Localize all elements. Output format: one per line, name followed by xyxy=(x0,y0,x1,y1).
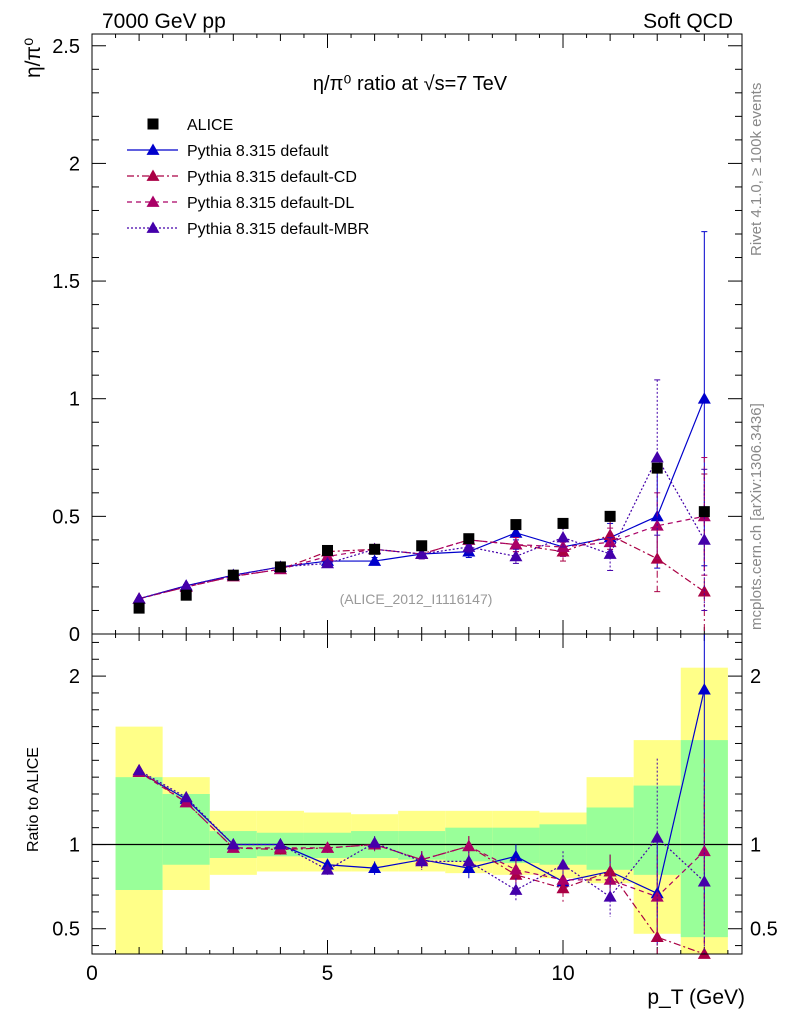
legend-label-series-3: Pythia 8.315 default-MBR xyxy=(187,221,369,238)
series-3-point xyxy=(132,592,146,604)
series-3-ratio-point xyxy=(462,854,476,867)
series-3-ratio-point xyxy=(415,854,429,867)
data-point xyxy=(369,543,381,555)
series-0-point xyxy=(697,392,711,404)
x-tick-label: 5 xyxy=(322,962,334,985)
data-point xyxy=(510,519,522,531)
x-axis-label: p_T (GeV) xyxy=(647,986,745,1009)
ratio-panel-series xyxy=(132,634,711,959)
stat-uncertainty-band xyxy=(115,777,163,890)
data-point xyxy=(274,561,286,573)
data-point xyxy=(227,569,239,581)
series-0-point xyxy=(509,526,523,538)
series-2-point xyxy=(509,538,523,550)
y-tick-label-main: 0 xyxy=(69,624,80,646)
y-tick-label-ratio: 1 xyxy=(69,835,80,857)
series-3-ratio-point xyxy=(697,875,711,887)
uncertainty-bands xyxy=(115,667,728,954)
legend: ALICE Pythia 8.315 default Pythia 8.315 de… xyxy=(127,117,369,238)
series-3-ratio-point xyxy=(179,790,193,803)
series-2-point xyxy=(556,540,570,552)
main-panel-series xyxy=(132,231,711,635)
y-tick-label-main: 0.5 xyxy=(52,506,80,528)
series-0-point xyxy=(368,554,382,566)
series-2-ratio-point xyxy=(603,873,617,885)
series-3-point xyxy=(556,531,570,543)
legend-label-data: ALICE xyxy=(187,117,233,134)
legend-label-series-2: Pythia 8.315 default-DL xyxy=(187,195,354,212)
series-3-ratio-point xyxy=(650,831,664,843)
data-point xyxy=(698,506,710,518)
axes-and-ticks: 0 5 10 0 0.5 1 1.5 2 2.5 0.5 0.5 1 1 2 2 xyxy=(52,34,778,985)
series-0-ratio-point xyxy=(368,861,382,873)
series-3-point xyxy=(415,547,429,559)
chart-title: η/π⁰ ratio at √s=7 TeV xyxy=(313,73,508,95)
series-3-point xyxy=(462,540,476,552)
data-point xyxy=(557,517,569,529)
legend-marker-data xyxy=(147,118,159,130)
series-2-ratio-point xyxy=(509,863,523,875)
data-point xyxy=(416,540,428,552)
legend-marker-series-3 xyxy=(146,221,160,233)
series-2-ratio-point xyxy=(321,841,335,853)
y-tick-label-main: 2 xyxy=(69,153,80,175)
y-tick-label-ratio: 2 xyxy=(69,666,80,688)
series-3-point xyxy=(603,547,617,559)
y-tick-label-main: 1 xyxy=(69,389,80,411)
data-point xyxy=(651,462,663,474)
y-axis-label-ratio: Ratio to ALICE xyxy=(25,747,42,852)
legend-marker-series-1 xyxy=(146,169,160,181)
rivet-label: Rivet 4.1.0, ≥ 100k events xyxy=(748,83,765,256)
data-point xyxy=(604,510,616,522)
x-tick-label: 0 xyxy=(86,962,98,985)
series-2-ratio-point xyxy=(462,839,476,852)
series-3-point xyxy=(697,533,711,545)
data-point xyxy=(180,589,192,601)
y-axis-label-main: η/π⁰ xyxy=(22,38,45,78)
header-right: Soft QCD xyxy=(643,10,733,33)
series-0-line xyxy=(138,398,705,600)
series-2-ratio-point xyxy=(556,873,570,885)
series-3-ratio-point xyxy=(556,858,570,870)
mcplots-label: mcplots.cern.ch [arXiv:1306.3436] xyxy=(748,403,765,630)
series-3-point xyxy=(509,549,523,562)
y-tick-label-main: 2.5 xyxy=(52,36,80,58)
series-2-point xyxy=(603,535,617,548)
series-3-ratio-point xyxy=(509,883,523,895)
data-point xyxy=(322,544,334,556)
series-1-point xyxy=(603,528,617,541)
series-0-ratio-point xyxy=(509,849,523,862)
series-3-ratio-point xyxy=(273,838,287,850)
y-tick-label-ratio-right: 1 xyxy=(750,835,761,857)
series-3-ratio-point xyxy=(226,838,240,850)
series-3-ratio-point xyxy=(321,863,335,875)
series-1-ratio-point xyxy=(603,864,617,877)
ratio-panel-frame xyxy=(91,633,743,955)
legend-label-series-0: Pythia 8.315 default xyxy=(187,143,329,160)
series-3-point xyxy=(179,579,193,591)
legend-marker-series-2 xyxy=(146,195,160,207)
series-3-ratio-point xyxy=(603,890,617,902)
legend-label-series-1: Pythia 8.315 default-CD xyxy=(187,169,357,186)
data-point xyxy=(133,602,145,614)
series-3-point xyxy=(650,451,664,463)
x-tick-label: 10 xyxy=(551,962,574,985)
series-3-ratio-point xyxy=(368,836,382,848)
series-3-ratio-point xyxy=(132,763,146,776)
series-3-point xyxy=(321,556,335,569)
y-tick-label-ratio-right: 0.5 xyxy=(750,919,778,941)
header-left: 7000 GeV pp xyxy=(102,10,226,33)
y-tick-label-ratio: 0.5 xyxy=(52,919,80,941)
series-0-ratio-point xyxy=(697,683,711,695)
y-tick-label-ratio-right: 2 xyxy=(750,666,761,688)
legend-marker-series-0 xyxy=(146,143,160,155)
data-point xyxy=(463,533,475,545)
analysis-id: (ALICE_2012_I1116147) xyxy=(340,591,493,607)
y-tick-label-main: 1.5 xyxy=(52,271,80,293)
